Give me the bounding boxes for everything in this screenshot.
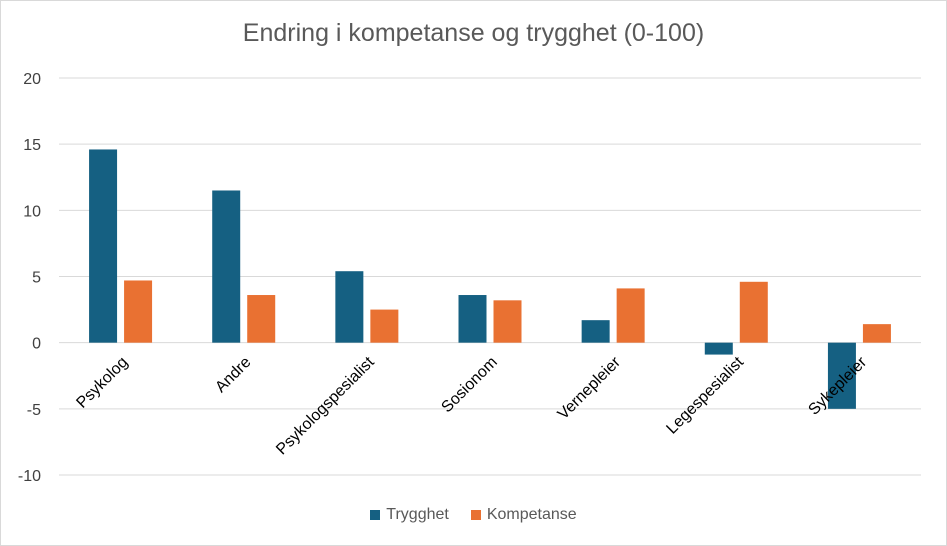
y-tick-label: 15 <box>23 137 41 154</box>
category-label: Andre <box>212 354 254 396</box>
y-tick-label: 5 <box>32 270 41 287</box>
bar-kompetanse-psykolog <box>124 280 153 343</box>
y-tick-label: 10 <box>23 203 41 220</box>
bar-kompetanse-legespesialist <box>739 281 768 343</box>
bar-trygghet-sosionom <box>458 295 487 343</box>
bar-kompetanse-andre <box>247 295 276 343</box>
category-labels: Psykolog Andre Psykologspesialist Sosionom V… <box>73 353 870 458</box>
category-label: Legespesialist <box>663 353 747 437</box>
bar-trygghet-vernepleier <box>581 320 610 343</box>
bar-kompetanse-vernepleier <box>616 288 645 343</box>
y-axis-ticks: -10 -5 0 5 10 15 20 <box>18 71 41 485</box>
legend-label-trygghet: Trygghet <box>386 506 449 523</box>
legend-item-kompetanse: Kompetanse <box>470 506 577 524</box>
category-label: Psykologspesialist <box>273 353 378 458</box>
category-label: Psykolog <box>73 354 131 412</box>
legend-swatch-kompetanse <box>470 510 481 520</box>
bar-trygghet-psykolog <box>89 149 118 343</box>
gridlines <box>59 77 921 476</box>
bar-trygghet-andre <box>212 190 241 343</box>
bar-kompetanse-psykologspesialist <box>370 309 399 343</box>
bars <box>89 149 891 409</box>
bar-trygghet-legespesialist <box>704 342 733 355</box>
category-label: Vernepleier <box>555 353 625 423</box>
y-tick-label: -5 <box>27 402 41 419</box>
bar-trygghet-psykologspesialist <box>335 271 364 343</box>
y-tick-label: -10 <box>18 468 41 485</box>
legend: Trygghet Kompetanse <box>1 506 946 524</box>
bar-trygghet-sykepleier <box>827 342 856 409</box>
bar-kompetanse-sykepleier <box>862 324 891 343</box>
y-tick-label: 0 <box>32 336 41 353</box>
y-tick-label: 20 <box>23 71 41 88</box>
chart-title: Endring i kompetanse og trygghet (0-100) <box>242 19 705 47</box>
legend-label-kompetanse: Kompetanse <box>486 506 577 523</box>
legend-swatch-trygghet <box>370 510 381 520</box>
category-label: Sosionom <box>438 354 500 416</box>
legend-item-trygghet: Trygghet <box>370 506 449 524</box>
bar-kompetanse-sosionom <box>493 300 522 343</box>
